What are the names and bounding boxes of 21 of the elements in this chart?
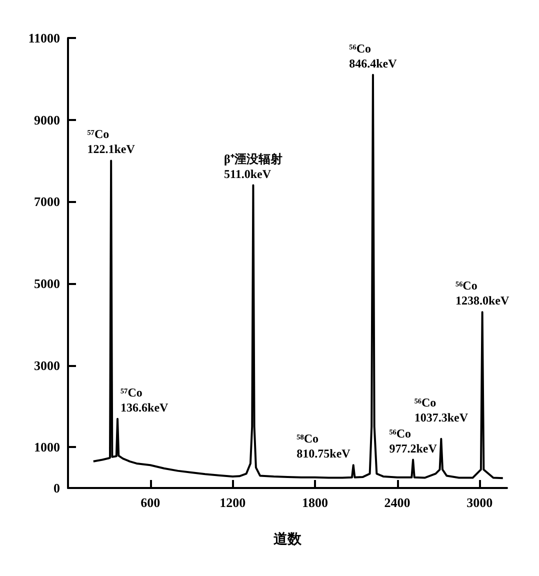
- x-axis-title: 道数: [272, 532, 302, 548]
- annotation: ⁵⁷Co 136.6keV: [120, 385, 169, 414]
- annotation: ⁵⁶Co 846.4keV: [349, 41, 398, 70]
- y-tick-label: 5000: [34, 276, 60, 291]
- y-tick-label: 7000: [34, 194, 60, 210]
- x-tick-label: 3000: [466, 495, 493, 510]
- y-tick-label: 11000: [28, 30, 60, 46]
- y-tick-label: 3000: [34, 358, 60, 373]
- x-tick-label: 1800: [302, 495, 328, 510]
- annotation: ⁵⁶Co 1037.3keV: [414, 395, 468, 424]
- x-tick-label: 1200: [220, 495, 246, 510]
- x-tick-label: 600: [140, 495, 160, 510]
- annotation: ⁵⁷Co 122.1keV: [87, 127, 136, 156]
- y-tick-label: 9000: [34, 112, 60, 128]
- annotation: ⁵⁶Co 1238.0keV: [455, 278, 510, 308]
- x-tick-label: 2400: [384, 495, 410, 510]
- y-tick-label: 1000: [34, 440, 60, 455]
- y-tick-label: 0: [54, 480, 60, 496]
- annotation: ⁵⁸Co 810.75keV: [296, 432, 351, 461]
- annotation: β⁺湮没辐射 511.0keV: [224, 152, 282, 181]
- annotation: ⁵⁶Co 977.2keV: [389, 426, 438, 456]
